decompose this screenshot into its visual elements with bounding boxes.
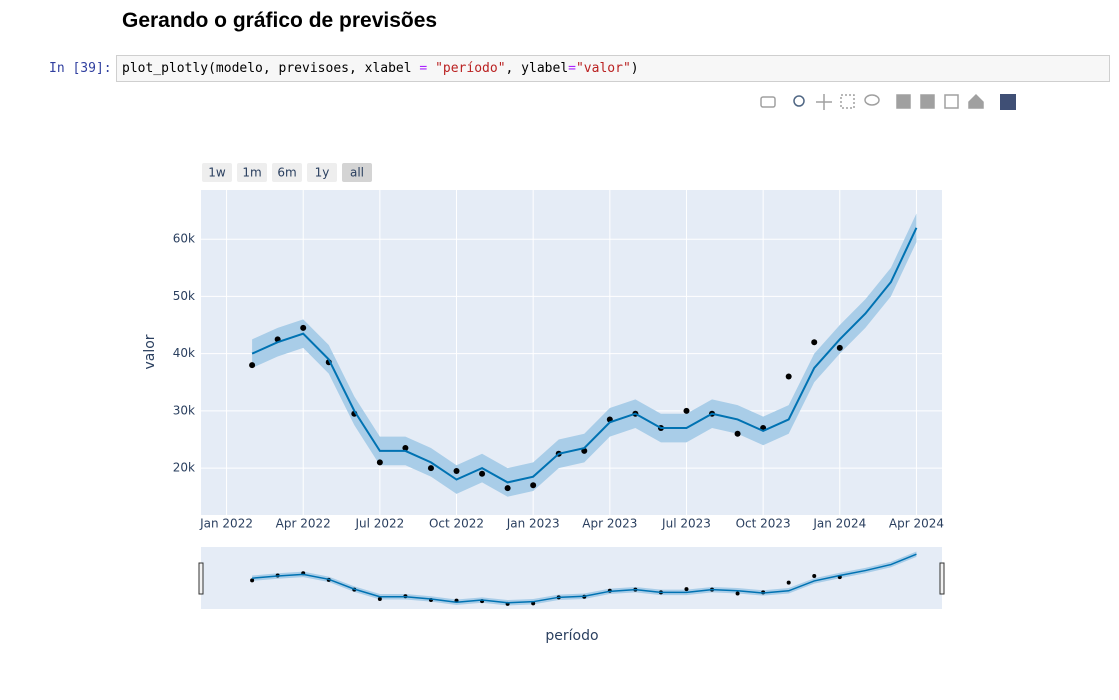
x-tick-label: Oct 2022 [429,517,484,531]
range-button[interactable] [342,163,372,182]
observed-point [479,470,486,477]
toolbar [760,93,1016,110]
lasso-icon[interactable] [864,94,880,106]
range-slider-handle[interactable] [939,562,945,595]
observed-point [785,373,792,380]
observed-point [300,324,307,331]
x-tick-label: Jan 2024 [812,517,866,531]
cell-prompt: In [39]: [49,61,112,76]
range-button[interactable] [202,163,232,182]
observed-point [735,591,740,596]
observed-point [249,362,256,369]
zoom-in-icon[interactable] [896,94,911,109]
observed-point [250,578,255,583]
range-button-label[interactable]: all [350,166,364,180]
range-button[interactable] [272,163,302,182]
code: plot_plotly(modelo, previsoes, xlabel [122,61,420,76]
y-tick-label: 40k [173,346,195,360]
code: "valor" [575,61,631,76]
range-button-label[interactable]: 1m [242,166,261,180]
observed-point [734,430,741,437]
forecast-line [252,553,917,604]
pan-icon[interactable] [816,94,832,110]
plotly-logo[interactable] [1000,94,1016,110]
y-tick-label: 30k [173,403,195,417]
x-tick-label: Jul 2022 [354,517,404,531]
observed-point [504,485,511,492]
observed-point [786,580,791,585]
code: ) [630,61,639,76]
y-tick-label: 60k [173,232,195,246]
x-axis-title: período [545,628,598,644]
x-tick-label: Jan 2023 [506,517,560,531]
y-tick-label: 50k [173,289,195,303]
select-icon[interactable] [840,94,855,109]
observed-point [377,596,382,601]
x-tick-label: Apr 2023 [582,517,637,531]
range-button-label[interactable]: 1w [208,166,226,180]
range-button[interactable] [237,163,267,182]
camera-icon[interactable] [760,96,776,108]
range-button[interactable] [307,163,337,182]
home-icon[interactable] [968,93,984,109]
range-button-label[interactable]: 1y [315,166,330,180]
y-tick-label: 20k [173,461,195,475]
observed-point [683,407,690,414]
observed-point [402,445,409,452]
code: "período" [435,61,506,76]
zoom-out-icon[interactable] [920,94,935,109]
autoscale-icon[interactable] [944,94,959,109]
heading: Gerando o gráfico de previsões [122,9,438,32]
observed-point [836,344,843,351]
observed-point [812,574,817,579]
zoom-icon[interactable] [793,95,805,107]
observed-point [530,482,537,489]
observed-point [376,459,383,466]
y-axis-title: valor [142,334,158,369]
observed-point [581,447,588,454]
forecast-line [251,227,918,484]
code-cell[interactable]: plot_plotly(modelo, previsoes, xlabel = … [116,55,1110,82]
x-tick-label: Oct 2023 [736,517,791,531]
code: = [419,61,428,76]
x-tick-label: Jul 2023 [661,517,711,531]
code: = [568,61,576,76]
x-tick-label: Apr 2022 [276,517,331,531]
range-button-label[interactable]: 6m [277,166,296,180]
code: , ylabel [505,61,569,76]
x-tick-label: Apr 2024 [889,517,944,531]
range-slider-handle[interactable] [198,562,204,595]
observed-point [684,587,689,592]
observed-point [811,339,818,346]
x-tick-label: Jan 2022 [199,517,253,531]
observed-point [427,465,434,472]
observed-point [453,467,460,474]
